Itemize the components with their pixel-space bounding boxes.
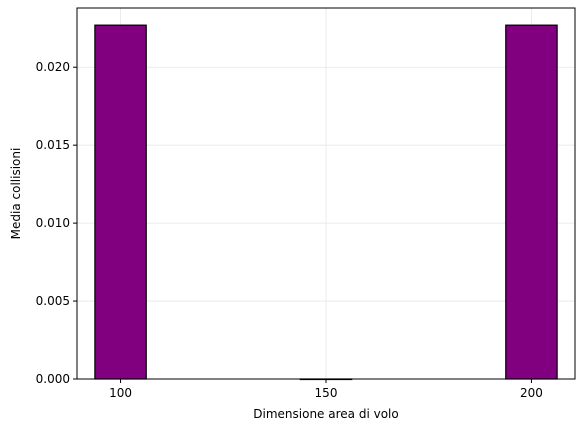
bar-200 <box>505 24 558 380</box>
y-axis-label: Media collisioni <box>9 148 23 240</box>
bar-100 <box>94 24 147 380</box>
x-axis-ticks: 100 150 200 <box>109 379 543 400</box>
x-tick-label: 200 <box>520 386 543 400</box>
x-tick-label: 150 <box>315 386 338 400</box>
x-axis-label: Dimensione area di volo <box>253 407 398 421</box>
grid-lines <box>77 8 575 380</box>
y-axis-ticks: 0.000 0.005 0.010 0.015 0.020 <box>36 60 77 386</box>
y-tick-label: 0.015 <box>36 138 70 152</box>
x-tick-label: 100 <box>109 386 132 400</box>
y-tick-label: 0.005 <box>36 294 70 308</box>
y-tick-label: 0.000 <box>36 372 70 386</box>
y-tick-label: 0.010 <box>36 216 70 230</box>
y-tick-label: 0.020 <box>36 60 70 74</box>
